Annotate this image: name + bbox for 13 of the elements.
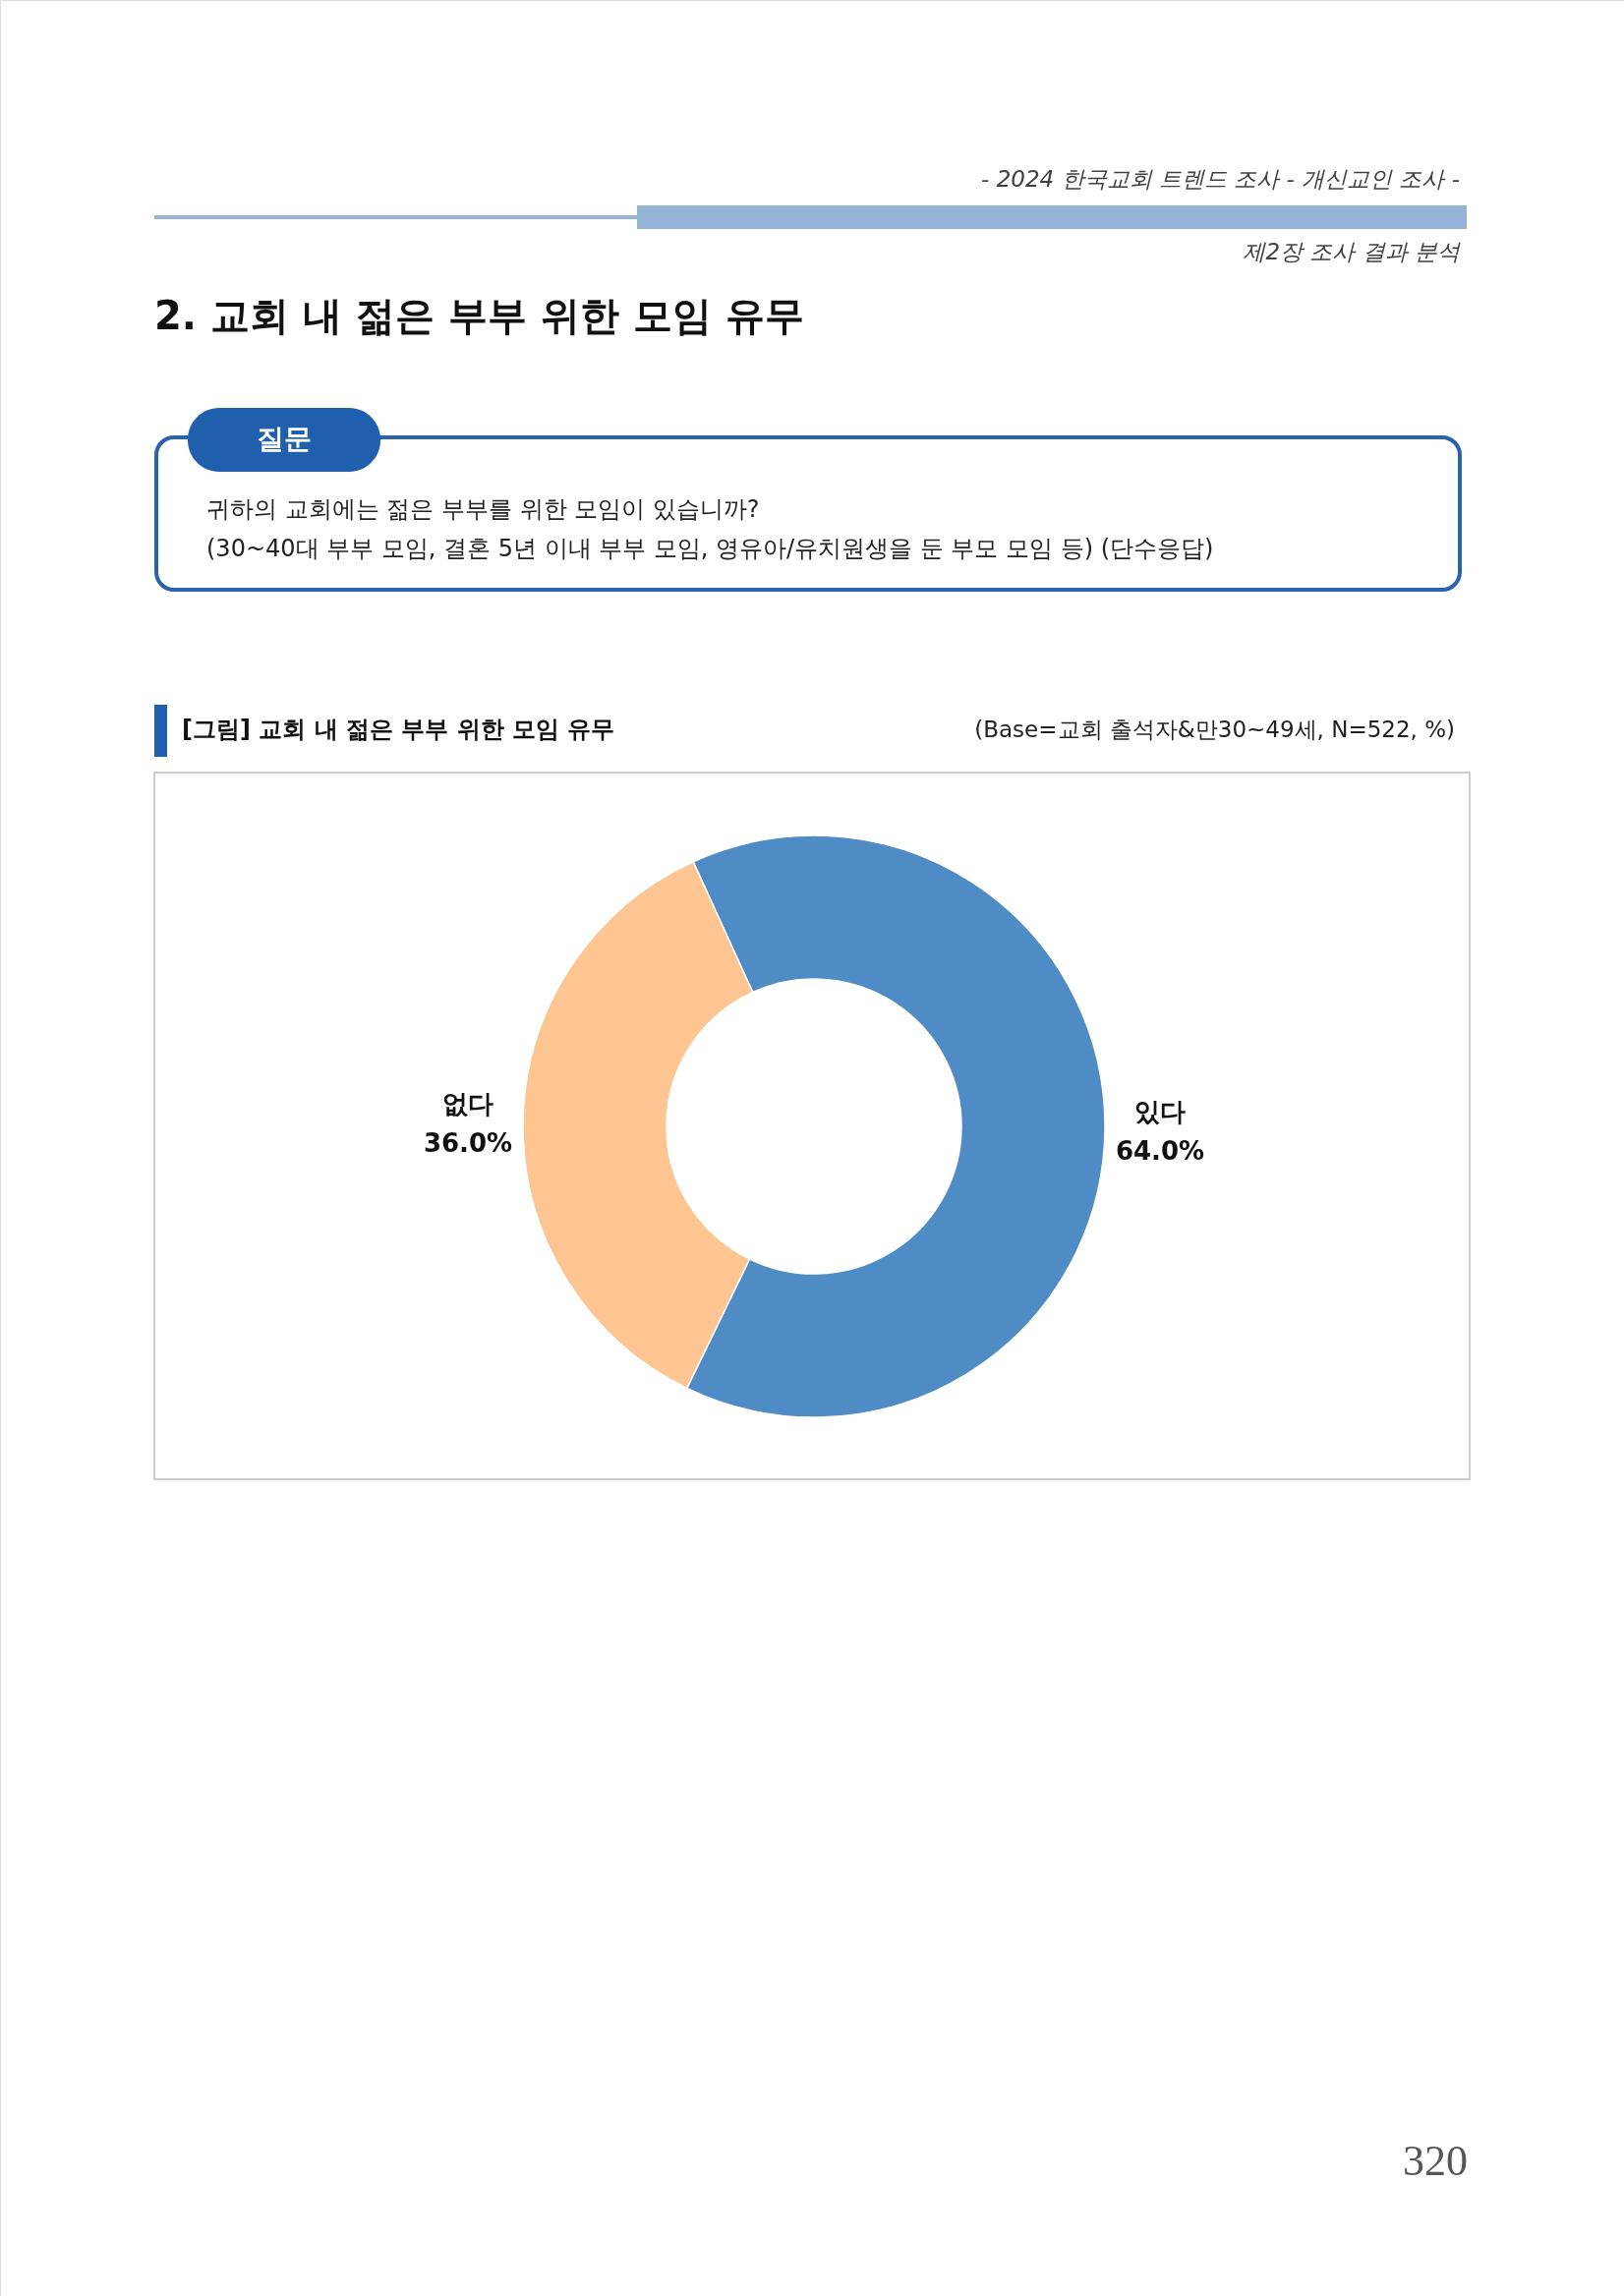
- data-label: 64.0%: [1115, 1136, 1205, 1167]
- text: 2. 교회 내 젊은 부부 위한 모임 유무: [154, 293, 804, 338]
- text: 320: [1403, 2137, 1468, 2185]
- chart-title: [그림] 교회 내 젊은 부부 위한 모임 유무: [182, 716, 615, 743]
- text: - 2024 한국교회 트렌드 조사 - 개신교인 조사 -: [981, 166, 1460, 192]
- text: 질문: [257, 423, 312, 455]
- text: (30~40대 부부 모임, 결혼 5년 이내 부부 모임, 영유아/유치원생을 둔 부모 모임 등) (단수응답): [206, 535, 1214, 562]
- text: (Base=교회 출석자&만30~49세, N=522, %): [974, 717, 1455, 742]
- text: 제2장 조사 결과 분석: [1243, 239, 1461, 264]
- slice-label: 있다: [1133, 1097, 1186, 1127]
- data-label: 36.0%: [423, 1127, 513, 1158]
- slice-label: 없다: [442, 1088, 494, 1119]
- text: 귀하의 교회에는 젊은 부부를 위한 모임이 있습니까?: [206, 495, 760, 523]
